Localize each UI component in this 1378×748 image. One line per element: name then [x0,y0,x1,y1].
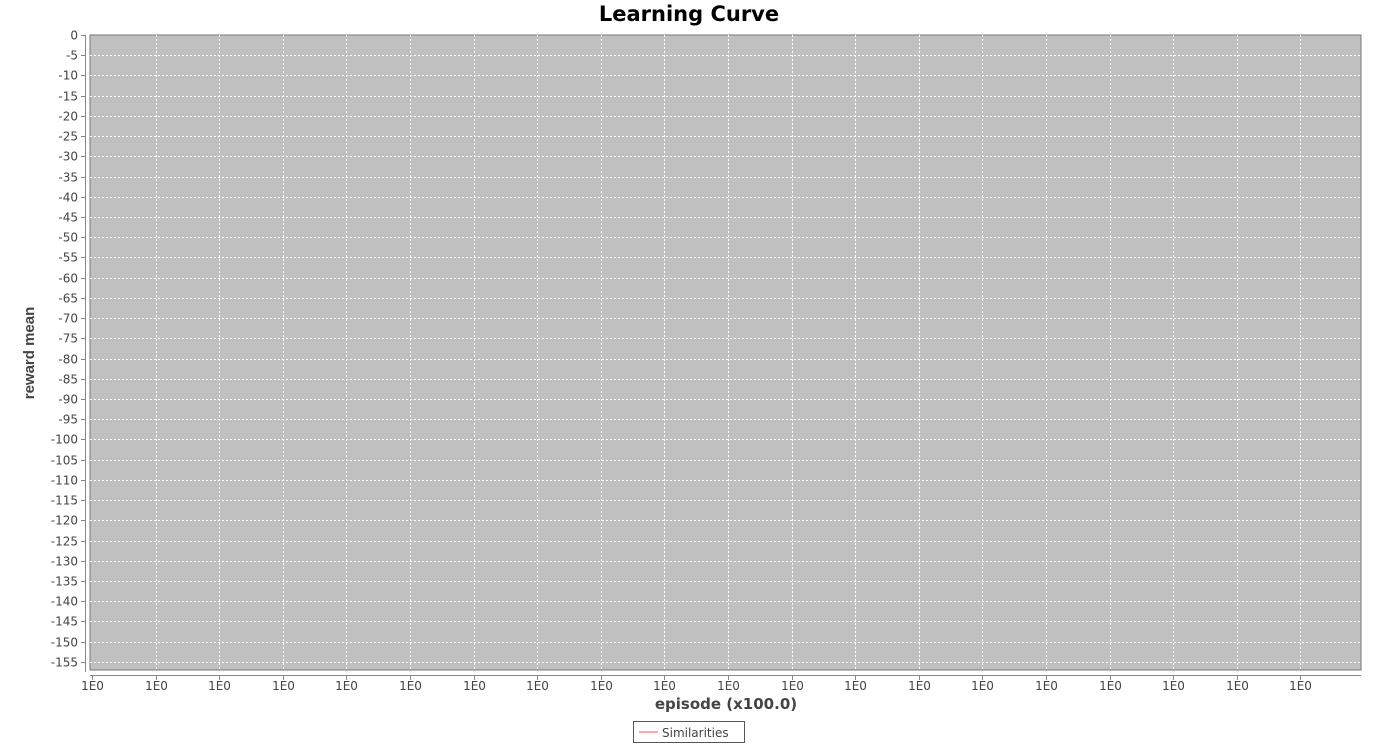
y-tick-label: -45 [58,211,78,225]
y-tick-label: -95 [58,413,78,427]
x-tick-label: 1E0 [81,679,104,693]
y-tick-label: -5 [66,49,78,63]
y-axis-label: reward mean [21,307,38,400]
grid-lines [90,35,1361,670]
y-tick-label: -70 [58,312,78,326]
chart-title: Learning Curve [599,2,779,26]
y-tick-label: -100 [51,433,78,447]
x-tick-label: 1E0 [1289,679,1312,693]
y-tick-label: -55 [58,251,78,265]
legend: Similarities [633,721,745,743]
y-ticks: 0 -5 -10 -15 -20 -25 -30 -35 -40 -45 -50 -55 -60 -65 -… [51,29,85,670]
plot-area [89,34,1362,671]
x-tick-label: 1E0 [653,679,676,693]
x-tick-label: 1E0 [1099,679,1122,693]
x-tick-label: 1E0 [1226,679,1249,693]
y-tick-label: 0 [70,29,78,43]
x-tick-label: 1E0 [1035,679,1058,693]
y-tick-label: -105 [51,454,78,468]
x-axis-label: episode (x100.0) [655,695,797,713]
y-tick-label: -85 [58,373,78,387]
legend-box [633,721,745,743]
y-tick-label: -125 [51,535,78,549]
x-tick-label: 1E0 [1162,679,1185,693]
y-tick-label: -80 [58,353,78,367]
y-tick-label: -130 [51,555,78,569]
x-tick-label: 1E0 [272,679,295,693]
y-tick-label: -35 [58,171,78,185]
y-tick-label: -120 [51,514,78,528]
y-tick-label: -155 [51,656,78,670]
y-tick-label: -50 [58,231,78,245]
y-tick-label: -30 [58,150,78,164]
x-tick-label: 1E0 [844,679,867,693]
x-tick-label: 1E0 [399,679,422,693]
y-tick-label: -135 [51,575,78,589]
y-tick-label: -20 [58,110,78,124]
y-tick-label: -65 [58,292,78,306]
y-tick-label: -75 [58,332,78,346]
x-tick-label: 1E0 [208,679,231,693]
y-tick-label: -110 [51,474,78,488]
x-tick-label: 1E0 [717,679,740,693]
x-tick-label: 1E0 [590,679,613,693]
y-tick-label: -145 [51,615,78,629]
y-tick-label: -90 [58,393,78,407]
x-ticks: 1E0 1E0 1E0 1E0 1E0 1E0 1E0 1E0 1E0 1E0 1E0 1E0 1E0 1… [81,676,1312,693]
legend-label-similarities: Similarities [662,726,729,740]
x-tick-label: 1E0 [781,679,804,693]
y-tick-label: -40 [58,191,78,205]
x-tick-label: 1E0 [335,679,358,693]
x-tick-label: 1E0 [908,679,931,693]
y-tick-label: -15 [58,90,78,104]
x-tick-label: 1E0 [463,679,486,693]
y-tick-label: -115 [51,494,78,508]
x-tick-label: 1E0 [145,679,168,693]
y-tick-label: -10 [58,69,78,83]
x-tick-label: 1E0 [526,679,549,693]
y-tick-label: -60 [58,272,78,286]
y-tick-label: -140 [51,595,78,609]
x-tick-label: 1E0 [971,679,994,693]
y-tick-label: -150 [51,636,78,650]
y-tick-label: -25 [58,130,78,144]
